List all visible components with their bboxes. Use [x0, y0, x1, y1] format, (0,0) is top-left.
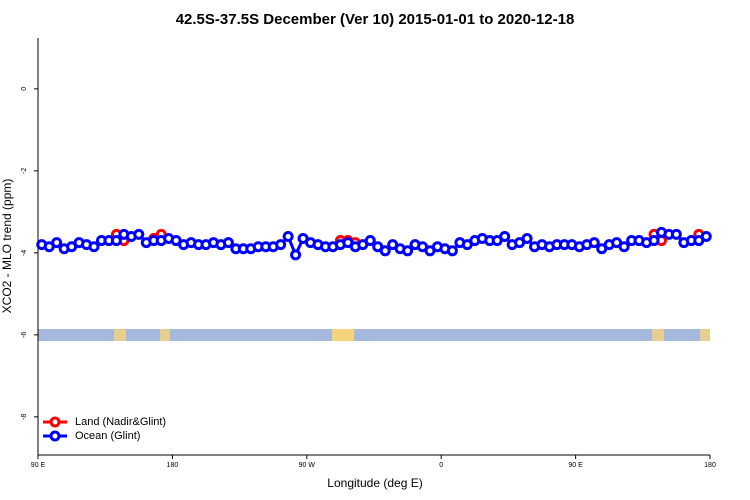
- land-patch: [160, 329, 170, 341]
- y-tick-label: -4: [21, 250, 28, 256]
- x-tick-label: 90 E: [31, 462, 46, 469]
- point: [648, 235, 660, 247]
- x-tick-label: 180: [704, 462, 716, 469]
- point: [282, 230, 294, 242]
- y-tick-label: -2: [21, 168, 28, 174]
- point: [402, 245, 414, 257]
- land-patch: [652, 329, 664, 341]
- y-tick-label: -8: [21, 414, 28, 420]
- x-tick-label: 90 W: [299, 462, 316, 469]
- point: [521, 233, 533, 245]
- ocean-strip: [38, 329, 710, 341]
- point: [670, 228, 682, 240]
- land-patch: [332, 329, 354, 341]
- y-tick-label: -6: [21, 332, 28, 338]
- legend-label: Ocean (Glint): [75, 430, 140, 442]
- x-tick-label: 180: [167, 462, 179, 469]
- point: [364, 235, 376, 247]
- y-tick-label: 0: [21, 87, 28, 91]
- point: [618, 241, 630, 253]
- point: [133, 228, 145, 240]
- point: [379, 245, 391, 257]
- x-axis-label: Longitude (deg E): [327, 476, 422, 490]
- point: [110, 235, 122, 247]
- y-axis-label: XCO2 - MLO trend (ppm): [0, 179, 14, 314]
- point: [222, 237, 234, 249]
- legend-marker: [49, 430, 61, 442]
- land-patch: [114, 329, 126, 341]
- point: [51, 237, 63, 249]
- point: [275, 239, 287, 251]
- point: [700, 230, 712, 242]
- point: [290, 249, 302, 261]
- legend-marker: [49, 416, 61, 428]
- land-patch: [700, 329, 710, 341]
- point: [499, 230, 511, 242]
- chart-title: 42.5S-37.5S December (Ver 10) 2015-01-01…: [176, 11, 575, 28]
- legend-label: Land (Nadir&Glint): [75, 416, 166, 428]
- land-mask: [38, 329, 710, 341]
- point: [88, 241, 100, 253]
- x-tick-label: 90 E: [568, 462, 583, 469]
- point: [588, 237, 600, 249]
- point: [446, 245, 458, 257]
- x-tick-label: 0: [439, 462, 443, 469]
